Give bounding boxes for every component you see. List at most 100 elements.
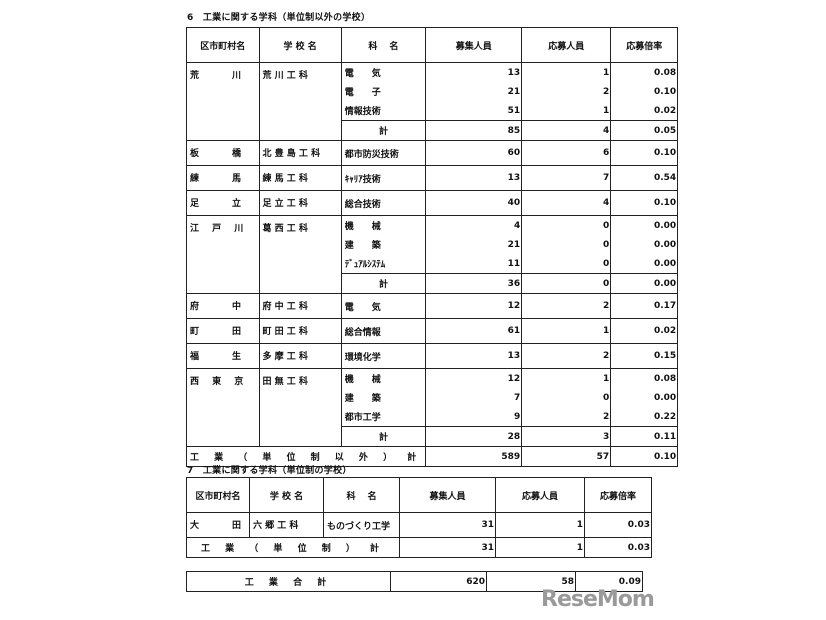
district-cell: 町 田 [186, 318, 260, 344]
grand-total-row: 工 業 合 計 620 58 0.09 [186, 571, 643, 592]
quota-cell: 21 [425, 82, 523, 101]
applicants-cell: 1 [495, 512, 586, 538]
applicants-cell: 6 [521, 140, 612, 166]
quota-cell: 7 [425, 388, 523, 407]
subtotal-quota: 36 [425, 273, 523, 294]
subtotal-quota: 85 [425, 120, 523, 141]
subtotal-label: 計 [340, 273, 427, 294]
ratio-cell: 0.03 [584, 512, 653, 538]
total-label: 工 業 （ 単 位 制 以 外 ） 計 [185, 446, 427, 467]
section7-title: 7 工業に関する学科（単位制の学校） [187, 466, 352, 476]
ratio-cell: 0.08 [610, 368, 679, 388]
header-school: 学 校 名 [258, 27, 342, 63]
subtotal-ratio: 0.05 [610, 120, 679, 141]
applicants-cell: 1 [521, 368, 612, 388]
ratio-cell: 0.54 [610, 165, 679, 191]
department-cell: 総合情報 [340, 318, 427, 344]
table-row: 府 中府 中 工 科電 気 12 2 0.17 [186, 293, 679, 319]
applicants-cell: 4 [521, 190, 612, 216]
quota-cell: 4 [425, 215, 523, 235]
department-cell: 環境化学 [340, 343, 427, 369]
header-quota: 募集人員 [425, 27, 523, 63]
total-applicants: 57 [521, 446, 612, 467]
school-cell: 足 立 工 科 [258, 190, 342, 216]
subtotal-row: 計 28 3 0.11 [187, 426, 679, 447]
school-cell: 北 豊 島 工 科 [258, 140, 342, 166]
department-cell: 電 気 [340, 62, 427, 82]
applicants-cell: 0 [521, 235, 612, 254]
total-applicants: 1 [495, 537, 586, 558]
department-cell: 建 築 [340, 388, 427, 407]
district-cell: 板 橋 [186, 140, 260, 166]
quota-cell: 61 [425, 318, 523, 344]
table-row: 町 田町 田 工 科総合情報 61 1 0.02 [186, 318, 679, 344]
department-cell: ものづくり工学 [323, 512, 401, 538]
ratio-cell: 0.00 [610, 215, 679, 235]
school-cell: 府 中 工 科 [258, 293, 342, 319]
header-ratio: 応募倍率 [584, 477, 653, 513]
table-row: 都市工学 9 2 0.22 [187, 407, 679, 427]
header-district: 区市町村名 [186, 27, 260, 63]
grand-total-quota: 620 [390, 571, 487, 592]
subtotal-applicants: 3 [521, 426, 612, 447]
ratio-cell: 0.17 [610, 293, 679, 319]
subtotal-ratio: 0.11 [610, 426, 679, 447]
applicants-cell: 1 [521, 101, 612, 121]
district-cell: 大 田 [185, 512, 251, 538]
header-ratio: 応募倍率 [610, 27, 679, 63]
header-department: 科 名 [323, 477, 401, 513]
ratio-cell: 0.10 [610, 190, 679, 216]
quota-cell: 60 [425, 140, 523, 166]
department-cell: 情報技術 [340, 101, 427, 121]
applicants-cell: 1 [521, 318, 612, 344]
applicants-cell: 7 [521, 165, 612, 191]
ratio-cell: 0.02 [610, 101, 679, 121]
department-cell: 電 気 [340, 293, 427, 319]
quota-cell: 12 [425, 293, 523, 319]
table-row: 電 子 21 2 0.10 [187, 82, 679, 101]
quota-cell: 11 [425, 254, 523, 274]
table-row: ﾃﾞｭｱﾙｼｽﾃﾑ 11 0 0.00 [187, 254, 679, 274]
applicants-cell: 2 [521, 407, 612, 427]
department-cell: 建 築 [340, 235, 427, 254]
district-cell: 足 立 [186, 190, 260, 216]
resemom-watermark-logo: ReseMom [541, 587, 655, 612]
section6-table: 区市町村名 学 校 名 科 名 募集人員 応募人員 応募倍率 荒 川荒 川 工 … [185, 27, 679, 467]
school-cell: 田 無 工 科 [258, 368, 342, 447]
subtotal-ratio: 0.00 [610, 273, 679, 294]
quota-cell: 13 [425, 165, 523, 191]
applicants-cell: 0 [521, 254, 612, 274]
total-ratio: 0.03 [584, 537, 653, 558]
district-cell: 府 中 [186, 293, 260, 319]
quota-cell: 40 [425, 190, 523, 216]
department-cell: ﾃﾞｭｱﾙｼｽﾃﾑ [340, 254, 427, 274]
applicants-cell: 1 [521, 62, 612, 82]
department-cell: 総合技術 [340, 190, 427, 216]
section6-title: 6 工業に関する学科（単位制以外の学校） [187, 13, 371, 23]
total-row: 工 業 （ 単 位 制 ） 計 31 1 0.03 [185, 537, 653, 558]
subtotal-label: 計 [340, 120, 427, 141]
school-cell: 多 摩 工 科 [258, 343, 342, 369]
subtotal-quota: 28 [425, 426, 523, 447]
quota-cell: 21 [425, 235, 523, 254]
header-quota: 募集人員 [399, 477, 497, 513]
ratio-cell: 0.00 [610, 235, 679, 254]
department-cell: 電 子 [340, 82, 427, 101]
table-row: 建 築 7 0 0.00 [187, 388, 679, 407]
ratio-cell: 0.00 [610, 254, 679, 274]
subtotal-applicants: 0 [521, 273, 612, 294]
school-cell: 町 田 工 科 [258, 318, 342, 344]
quota-cell: 31 [399, 512, 497, 538]
applicants-cell: 0 [521, 388, 612, 407]
department-cell: 都市工学 [340, 407, 427, 427]
department-cell: ｷｬﾘｱ技術 [340, 165, 427, 191]
table-row: 荒 川荒 川 工 科電 気 13 1 0.08 [186, 62, 679, 141]
total-row: 工 業 （ 単 位 制 以 外 ） 計 589 57 0.10 [185, 446, 679, 467]
school-cell: 荒 川 工 科 [258, 62, 342, 141]
ratio-cell: 0.10 [610, 140, 679, 166]
quota-cell: 12 [425, 368, 523, 388]
ratio-cell: 0.02 [610, 318, 679, 344]
header-applicants: 応募人員 [521, 27, 612, 63]
quota-cell: 51 [425, 101, 523, 121]
quota-cell: 13 [425, 343, 523, 369]
